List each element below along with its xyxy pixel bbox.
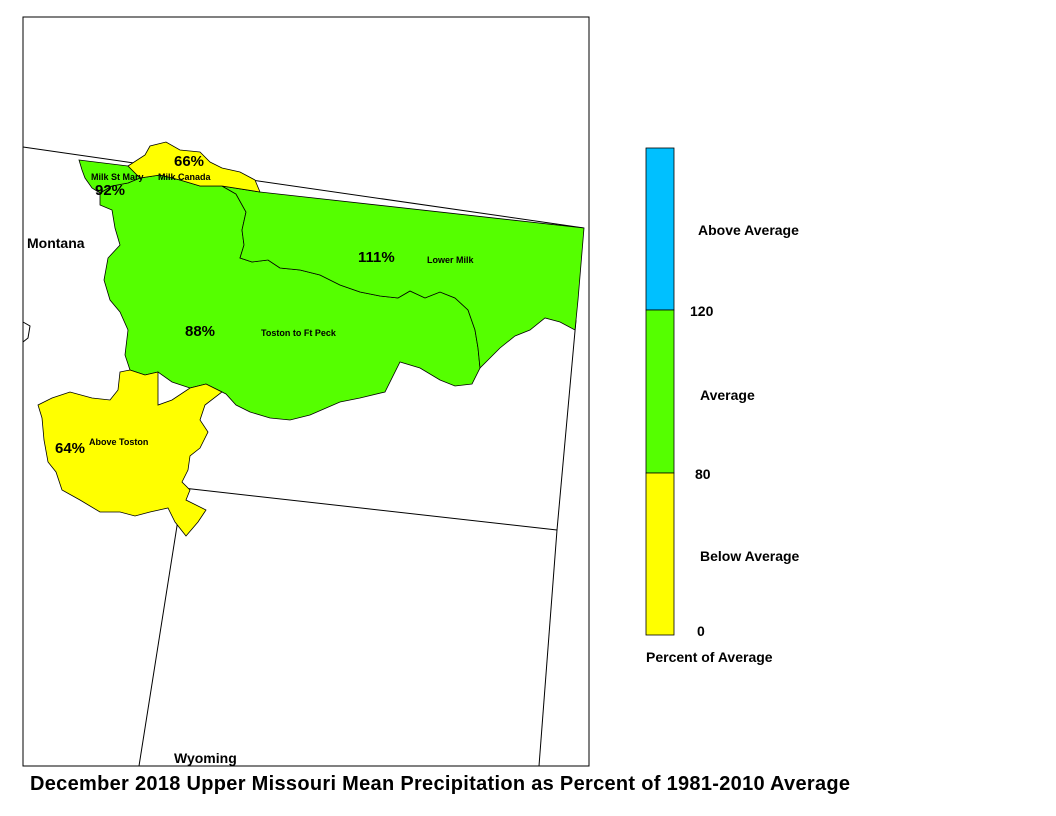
legend-title: Percent of Average bbox=[646, 649, 773, 665]
state-label-montana: Montana bbox=[27, 235, 85, 251]
legend-tick-80: 80 bbox=[695, 466, 711, 482]
legend-label-average: Average bbox=[700, 387, 755, 403]
region-name-lower-milk: Lower Milk bbox=[427, 255, 475, 265]
wyoming-east-border bbox=[538, 529, 558, 767]
region-milk-canada bbox=[127, 141, 261, 193]
region-percent-milk-canada: 66% bbox=[174, 153, 204, 170]
wyoming-north-border bbox=[182, 487, 558, 531]
legend-label-above-average: Above Average bbox=[698, 222, 799, 238]
region-lower-milk bbox=[221, 185, 585, 369]
legend: Above Average Average Below Average 120 … bbox=[645, 147, 800, 665]
legend-swatch-average bbox=[645, 309, 675, 474]
region-name-milk-canada: Milk Canada bbox=[158, 172, 212, 182]
state-label-wyoming: Wyoming bbox=[174, 750, 237, 766]
region-above-toston bbox=[37, 369, 223, 537]
montana-east-border bbox=[556, 319, 577, 531]
region-percent-above-toston: 64% bbox=[55, 440, 85, 457]
region-percent-lower-milk: 111% bbox=[358, 249, 395, 266]
legend-label-below-average: Below Average bbox=[700, 548, 800, 564]
region-percent-toston-to-ft-peck: 88% bbox=[185, 323, 215, 340]
legend-swatch-above-average bbox=[645, 147, 675, 311]
region-name-milk-st-mary: Milk St Mary bbox=[91, 172, 144, 182]
wyoming-west-border bbox=[138, 487, 184, 767]
legend-tick-0: 0 bbox=[697, 623, 705, 639]
idaho-border-notch bbox=[22, 321, 31, 343]
legend-tick-120: 120 bbox=[690, 303, 714, 319]
map-title: December 2018 Upper Missouri Mean Precip… bbox=[30, 773, 851, 795]
canada-border bbox=[22, 146, 585, 229]
region-name-toston-to-ft-peck: Toston to Ft Peck bbox=[261, 328, 337, 338]
state-boundaries bbox=[22, 146, 585, 767]
legend-swatch-below-average bbox=[645, 472, 675, 636]
region-name-above-toston: Above Toston bbox=[89, 437, 148, 447]
region-percent-milk-st-mary: 92% bbox=[95, 182, 125, 199]
